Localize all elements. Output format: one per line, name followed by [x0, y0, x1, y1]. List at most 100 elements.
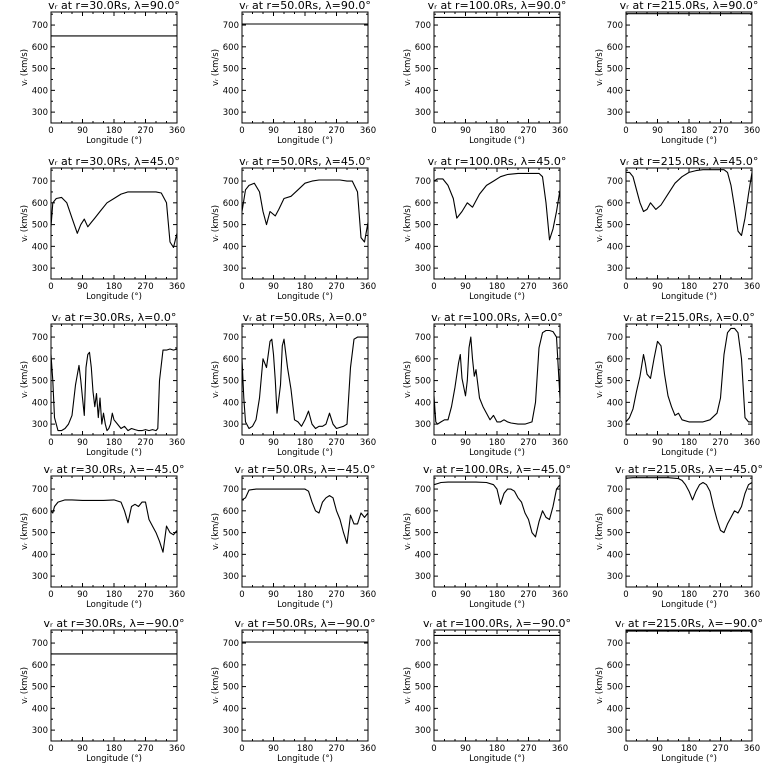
x-tick-label: 0 [48, 126, 53, 136]
x-tick-label: 270 [712, 744, 728, 754]
plot-frame [50, 475, 178, 588]
x-tick-label: 270 [712, 590, 728, 600]
plot-title: vᵣ at r=30.0Rs, λ=90.0° [48, 0, 180, 12]
x-tick-label: 270 [137, 744, 153, 754]
plot-title: vᵣ at r=100.0Rs, λ=90.0° [428, 0, 567, 12]
y-axis-label: vᵣ (km/s) [211, 513, 221, 550]
x-tick-label: 0 [431, 744, 436, 754]
x-tick-label: 0 [623, 126, 628, 136]
y-tick-label: 700 [32, 639, 48, 649]
y-axis-label: vᵣ (km/s) [595, 49, 605, 86]
y-tick-label: 400 [32, 398, 48, 408]
y-axis-label: vᵣ (km/s) [403, 49, 413, 86]
plot-frame [433, 475, 561, 588]
y-tick-label: 700 [223, 21, 239, 31]
x-tick-label: 180 [681, 126, 697, 136]
y-tick-label: 700 [607, 21, 623, 31]
x-tick-label: 90 [460, 282, 471, 292]
y-tick-label: 600 [415, 199, 431, 209]
x-axis-label: Longitude (°) [86, 136, 142, 146]
y-tick-label: 400 [223, 550, 239, 560]
y-tick-label: 500 [32, 221, 48, 231]
y-tick-label: 300 [223, 726, 239, 736]
x-tick-label: 270 [520, 126, 536, 136]
plot-title: vᵣ at r=100.0Rs, λ=45.0° [428, 155, 567, 168]
y-tick-label: 300 [607, 108, 623, 118]
x-tick-label: 180 [681, 438, 697, 448]
subplot: vᵣ at r=50.0Rs, λ=90.0° 0 90 180 270 360 300 40… [211, 0, 376, 146]
y-tick-label: 300 [223, 420, 239, 430]
x-tick-label: 180 [681, 282, 697, 292]
x-tick-label: 360 [169, 438, 185, 448]
x-tick-label: 90 [77, 126, 88, 136]
plot-title: vᵣ at r=30.0Rs, λ=−90.0° [44, 617, 185, 630]
x-tick-label: 360 [360, 282, 376, 292]
y-tick-label: 400 [32, 550, 48, 560]
y-tick-label: 700 [223, 639, 239, 649]
y-tick-label: 700 [415, 333, 431, 343]
x-axis-label: Longitude (°) [277, 754, 333, 764]
plot-frame [625, 11, 753, 124]
x-tick-label: 90 [652, 590, 663, 600]
x-tick-label: 270 [137, 438, 153, 448]
x-tick-label: 0 [48, 282, 53, 292]
y-axis-label: vᵣ (km/s) [403, 361, 413, 398]
x-tick-label: 0 [239, 282, 244, 292]
y-axis-label: vᵣ (km/s) [403, 513, 413, 550]
y-tick-label: 700 [607, 485, 623, 495]
x-axis-label: Longitude (°) [277, 136, 333, 146]
series-line [625, 477, 753, 534]
y-tick-label: 600 [32, 507, 48, 517]
series-line [625, 327, 752, 423]
x-tick-label: 90 [460, 438, 471, 448]
x-tick-label: 270 [328, 744, 344, 754]
plot-frame [625, 629, 753, 742]
y-tick-label: 500 [32, 377, 48, 387]
x-tick-label: 360 [552, 438, 568, 448]
x-tick-label: 270 [137, 126, 153, 136]
x-tick-label: 270 [328, 126, 344, 136]
x-tick-label: 90 [460, 590, 471, 600]
y-tick-label: 600 [415, 43, 431, 53]
y-tick-label: 400 [415, 86, 431, 96]
y-tick-label: 500 [607, 65, 623, 75]
x-axis-label: Longitude (°) [469, 448, 525, 458]
y-tick-label: 400 [607, 398, 623, 408]
y-axis-label: vᵣ (km/s) [595, 205, 605, 242]
y-tick-label: 300 [32, 726, 48, 736]
plot-frame [241, 475, 369, 588]
y-tick-label: 700 [223, 177, 239, 187]
x-tick-label: 360 [360, 438, 376, 448]
series-line [433, 172, 561, 241]
x-tick-label: 360 [169, 282, 185, 292]
x-tick-label: 180 [489, 590, 505, 600]
x-axis-label: Longitude (°) [86, 754, 142, 764]
y-tick-label: 300 [32, 572, 48, 582]
y-tick-label: 400 [223, 86, 239, 96]
y-axis-label: vᵣ (km/s) [595, 667, 605, 704]
x-tick-label: 90 [268, 126, 279, 136]
x-tick-label: 90 [652, 744, 663, 754]
plot-title: vᵣ at r=50.0Rs, λ=90.0° [239, 0, 371, 12]
y-tick-label: 700 [607, 177, 623, 187]
y-tick-label: 600 [415, 661, 431, 671]
x-tick-label: 90 [268, 590, 279, 600]
y-tick-label: 700 [223, 485, 239, 495]
x-tick-label: 180 [106, 126, 122, 136]
x-tick-label: 270 [328, 438, 344, 448]
x-tick-label: 270 [520, 438, 536, 448]
x-axis-label: Longitude (°) [469, 600, 525, 610]
y-tick-label: 600 [415, 507, 431, 517]
y-tick-label: 600 [223, 43, 239, 53]
plot-frame [433, 167, 561, 280]
x-tick-label: 90 [460, 126, 471, 136]
y-tick-label: 600 [223, 199, 239, 209]
y-tick-label: 500 [607, 683, 623, 693]
y-tick-label: 300 [415, 572, 431, 582]
x-tick-label: 360 [552, 744, 568, 754]
x-tick-label: 270 [137, 590, 153, 600]
y-axis-label: vᵣ (km/s) [403, 205, 413, 242]
y-tick-label: 400 [607, 242, 623, 252]
x-tick-label: 0 [48, 590, 53, 600]
